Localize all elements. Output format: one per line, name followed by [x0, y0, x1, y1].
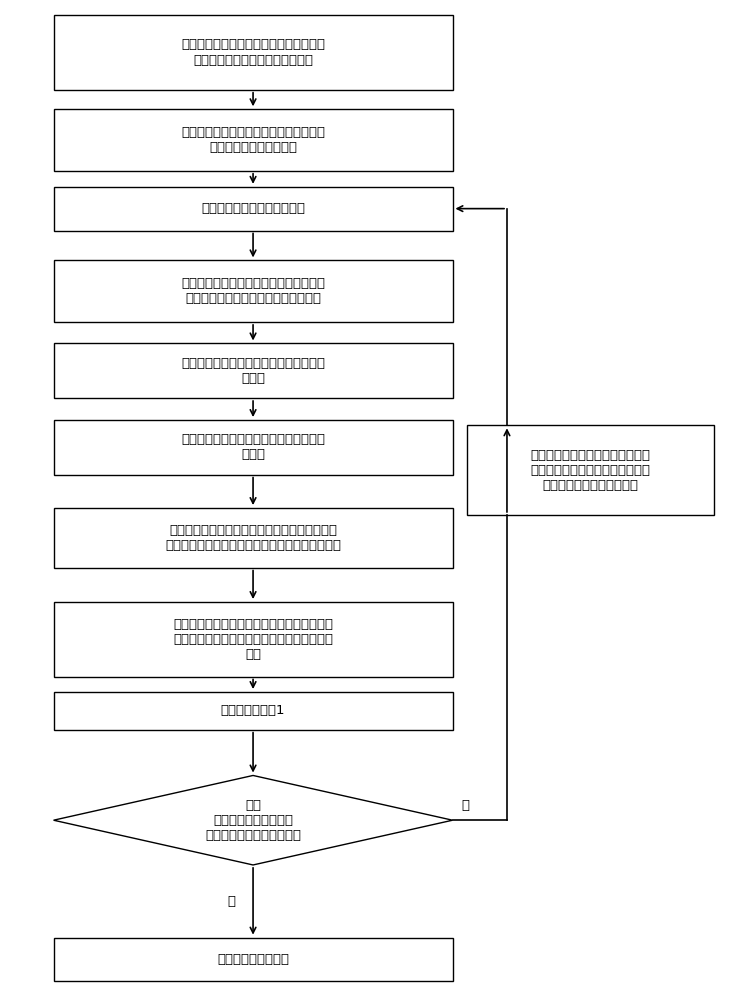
Bar [53, 602, 452, 677]
Text: 计算当前探测结果组，并与最终探测结果
组合并: 计算当前探测结果组，并与最终探测结果 组合并 [181, 357, 325, 385]
Text: 输入当前响应延迟的上界、当前响应延迟
的下界以及帕累托最优点个数上限: 输入当前响应延迟的上界、当前响应延迟 的下界以及帕累托最优点个数上限 [181, 38, 325, 66]
Text: 计算当前左半部分和右半部分的不确定区
域面积: 计算当前左半部分和右半部分的不确定区 域面积 [181, 433, 325, 461]
Text: 返回最终探测结果组: 返回最终探测结果组 [217, 953, 289, 966]
Text: 根据当前左半部分和右半部分的不确定区域面积
计算所对应不确定区域并存储在不确定区域集合中: 根据当前左半部分和右半部分的不确定区域面积 计算所对应不确定区域并存储在不确定区… [165, 524, 341, 552]
Bar [53, 420, 452, 475]
Bar [53, 109, 452, 171]
Text: 计算当前的探测响应延迟、最大探测吞吐
率以及最大探测吞吐率的具体系统配置: 计算当前的探测响应延迟、最大探测吞吐 率以及最大探测吞吐率的具体系统配置 [181, 277, 325, 305]
Text: 否: 否 [461, 799, 469, 812]
Text: 是: 是 [227, 895, 235, 908]
Text: 判断
是否达到迭代步数上限
决定是否继续进行迭代探测: 判断 是否达到迭代步数上限 决定是否继续进行迭代探测 [205, 799, 301, 842]
Bar [53, 260, 452, 322]
Bar [53, 692, 452, 730]
Bar [53, 187, 452, 231]
Text: 计算当前吞吐率的上界和下界: 计算当前吞吐率的上界和下界 [201, 202, 305, 215]
Bar [53, 508, 452, 568]
Polygon shape [53, 775, 452, 865]
Bar [53, 343, 452, 398]
Bar [53, 938, 452, 981]
Text: 当前迭代步数加1: 当前迭代步数加1 [221, 704, 285, 717]
Text: 用不确定区域面积最大的不确定区
域来更新当前响应延迟的下界和上
界，当前吞吐率的下界上界: 用不确定区域面积最大的不确定区 域来更新当前响应延迟的下界和上 界，当前吞吐率的… [531, 449, 651, 492]
Bar [467, 425, 713, 515]
Text: 在不确定区域集合中，寻找不确定区域面积最
大的不确定区域，并将其从不确定区域集合中
移除: 在不确定区域集合中，寻找不确定区域面积最 大的不确定区域，并将其从不确定区域集合… [173, 618, 333, 661]
Text: 初始化当前迭代步数、不确定区域集合以
及初始化最终探测结果组: 初始化当前迭代步数、不确定区域集合以 及初始化最终探测结果组 [181, 126, 325, 154]
Bar [53, 15, 452, 90]
